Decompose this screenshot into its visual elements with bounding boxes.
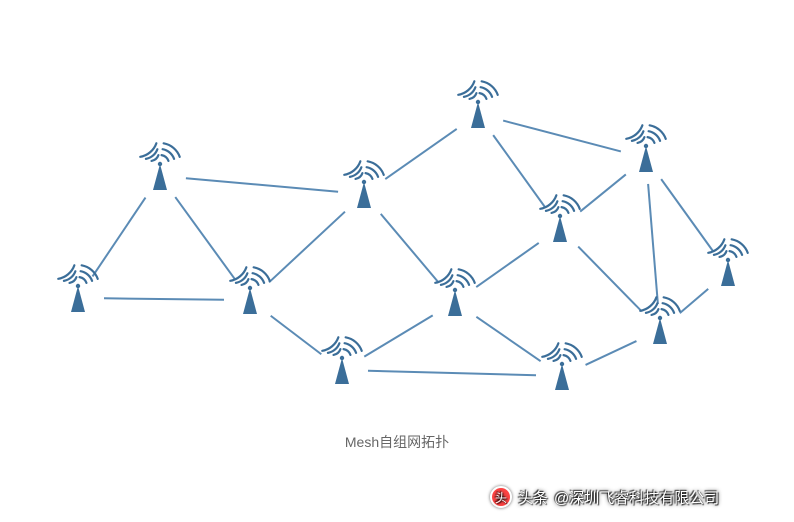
mesh-edge	[476, 243, 538, 287]
edges-layer	[93, 121, 713, 376]
mesh-edge	[271, 316, 322, 355]
mesh-edge	[503, 121, 621, 152]
mesh-node-icon	[344, 161, 383, 208]
mesh-edge	[385, 129, 456, 179]
mesh-node-icon	[540, 195, 579, 242]
mesh-edge	[269, 212, 345, 283]
mesh-node-icon	[640, 297, 679, 344]
mesh-edge	[680, 289, 708, 313]
diagram-caption: Mesh自组网拓扑	[0, 432, 794, 452]
mesh-edge	[104, 298, 224, 299]
mesh-edge	[381, 214, 438, 282]
mesh-edge	[578, 247, 642, 312]
mesh-node-icon	[542, 343, 581, 390]
mesh-node-icon	[140, 143, 179, 190]
watermark: 头 头条 @深圳飞睿科技有限公司	[490, 486, 719, 508]
mesh-node-icon	[626, 125, 665, 172]
mesh-node-icon	[435, 269, 474, 316]
mesh-node-icon	[708, 239, 747, 286]
mesh-edge	[186, 178, 338, 191]
mesh-edge	[586, 341, 637, 365]
watermark-text: @深圳飞睿科技有限公司	[554, 487, 719, 508]
mesh-edge	[476, 317, 540, 361]
mesh-edge	[364, 315, 432, 356]
mesh-edge	[368, 371, 536, 376]
mesh-edge	[661, 179, 713, 251]
mesh-node-icon	[458, 81, 497, 128]
mesh-node-icon	[58, 265, 97, 312]
watermark-prefix: 头条	[518, 487, 548, 508]
mesh-node-icon	[230, 267, 269, 314]
mesh-edge	[580, 174, 626, 211]
watermark-icon: 头	[490, 486, 512, 508]
mesh-edge	[175, 197, 234, 279]
mesh-node-icon	[322, 337, 361, 384]
mesh-edge	[93, 198, 146, 277]
mesh-edge	[648, 184, 658, 304]
nodes-layer	[58, 81, 747, 390]
mesh-edge	[493, 135, 545, 207]
